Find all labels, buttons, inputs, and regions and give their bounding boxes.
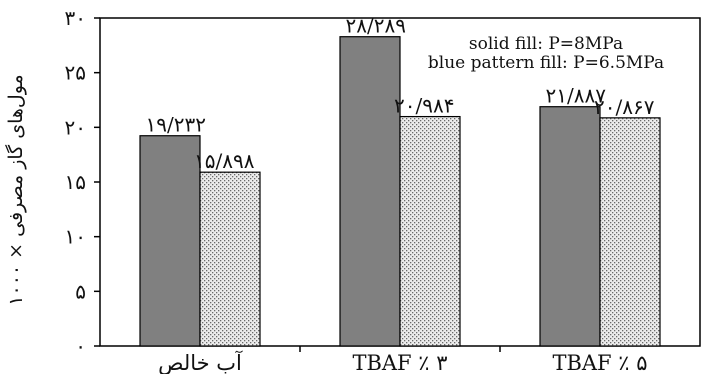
bar (199, 171, 261, 347)
legend-entry-solid-fill: solid fill: P=8MPa (469, 34, 623, 54)
x-category-label: آب خالص (158, 349, 243, 374)
y-tick-label: ۲۰ (65, 115, 86, 139)
bar (539, 106, 601, 347)
x-category-label: TBAF ٪ ۵ (552, 351, 647, 374)
legend-entry-pattern-fill: blue pattern fill: P=6.5MPa (428, 53, 664, 73)
data-label: ۱۹/۲۳۲ (146, 113, 206, 137)
data-label: ۲۰/۹۸۴ (394, 94, 454, 118)
data-label: ۲۱/۸۸۷ (546, 84, 607, 108)
y-axis-label: مول‌های گاز مصرفی × ۱۰۰۰ (4, 74, 27, 305)
data-label: ۱۵/۸۹۸ (194, 149, 255, 173)
bars (139, 36, 661, 347)
y-tick-label: ۱۰ (65, 225, 86, 249)
y-tick-label: ۵ (75, 279, 86, 303)
bar (139, 135, 201, 347)
bar (599, 117, 661, 347)
axes: ۰ ۵ ۱۰ ۱۵ ۲۰ ۲۵ ۳۰ آب خالص TBAF ٪ ۳ TBAF ٪ ۵ (65, 6, 701, 374)
data-label: ۲۰/۸۶۷ (594, 95, 655, 119)
x-category-label: TBAF ٪ ۳ (352, 351, 447, 374)
data-label: ۲۸/۲۸۹ (346, 14, 406, 38)
legend: solid fill: P=8MPa blue pattern fill: P=… (428, 34, 664, 73)
y-tick-label: ۰ (75, 334, 86, 358)
bar (399, 115, 461, 347)
y-tick-label: ۲۵ (65, 61, 86, 85)
y-tick-label: ۱۵ (65, 170, 86, 194)
y-tick-label: ۳۰ (65, 6, 86, 30)
bar (339, 36, 401, 347)
